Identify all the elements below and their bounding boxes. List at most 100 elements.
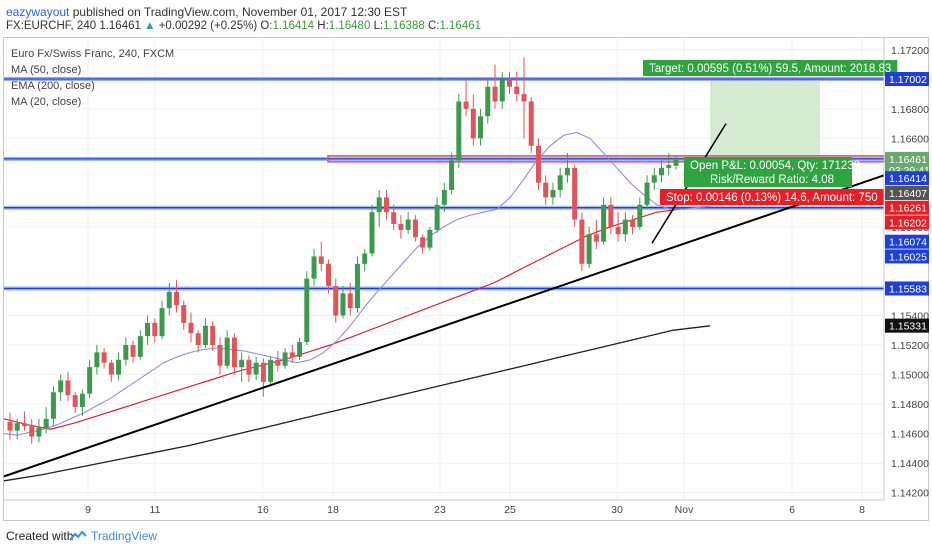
pnl-label: Open P&L: 0.00054, Qty: 171232	[690, 160, 860, 172]
price-tag: 1.17002	[889, 74, 927, 86]
price-tick: 1.15200	[891, 340, 929, 352]
candle-body	[449, 160, 455, 191]
chart-header: eazywayout published on TradingView.com,…	[0, 0, 932, 36]
price-tag-bg	[885, 200, 929, 215]
ma20-line	[3, 131, 711, 436]
candle-body	[304, 278, 310, 343]
candle-body	[231, 337, 237, 368]
candle-body	[405, 219, 411, 230]
candle-body	[21, 423, 27, 427]
time-tick: 6	[789, 504, 795, 516]
candle-body	[181, 305, 187, 323]
candle-body	[579, 219, 585, 264]
target-zone	[710, 79, 820, 167]
legend-ema200: EMA (200, close)	[11, 80, 95, 92]
time-tick: Nov	[675, 504, 694, 516]
candle-body	[659, 167, 665, 176]
time-axis: 9 11 16 18 23 25 30 Nov 6 8	[4, 499, 884, 516]
high-label: H:	[317, 20, 329, 32]
candle-body	[362, 253, 368, 264]
ma50-line	[3, 208, 681, 430]
candle-body	[608, 204, 614, 227]
legend-title: Euro Fx/Swiss Franc, 240, FXCM	[11, 48, 174, 60]
candle-body	[492, 86, 498, 102]
time-tick: 30	[611, 504, 623, 516]
candle-body	[528, 101, 534, 146]
candle-body	[101, 352, 107, 363]
candle-body	[174, 291, 179, 306]
candle-body	[354, 263, 360, 309]
price-tag: 1.16074	[889, 237, 927, 249]
target-label-bg	[643, 60, 898, 76]
candle-body	[514, 86, 520, 95]
candle-body	[673, 158, 679, 166]
candle-body	[535, 145, 541, 183]
candle-body	[108, 362, 114, 375]
price-tag: 1.16461	[889, 154, 927, 166]
open-label: O:	[260, 20, 273, 32]
change-arrow-icon: ▲	[144, 20, 156, 32]
candle-body	[50, 392, 56, 419]
price-tag: 1.16202	[889, 218, 927, 230]
candle-body	[224, 337, 230, 366]
candle-body	[427, 229, 433, 248]
legend-ma50: MA (50, close)	[11, 64, 81, 76]
close-value: 1.16461	[439, 20, 482, 32]
candle-body	[289, 352, 295, 357]
time-tick: 25	[504, 504, 516, 516]
candle-body	[65, 380, 71, 396]
stop-label-bg	[660, 189, 884, 205]
stop-label: Stop: 0.00146 (0.13%) 14.6, Amount: 750	[666, 192, 878, 204]
last-price: 1.16461	[99, 20, 141, 32]
price-tag: 1.15583	[889, 283, 927, 295]
candle-body	[369, 212, 375, 254]
candle-body	[195, 333, 201, 346]
candle-body	[420, 237, 426, 248]
price-tick: 1.14600	[891, 429, 929, 441]
author-link[interactable]: eazywayout	[6, 5, 70, 19]
candle-body	[123, 345, 129, 360]
candle-body	[601, 204, 607, 242]
close-label: C:	[427, 20, 440, 32]
candle-body	[188, 322, 194, 334]
candle-body	[311, 256, 317, 279]
price-tag-bg	[885, 151, 929, 166]
price-tag-bg	[885, 318, 929, 333]
candle-body	[550, 190, 556, 198]
candle-body	[318, 256, 324, 264]
candle-body	[275, 359, 281, 366]
ema200-line	[3, 325, 711, 482]
candle-body	[347, 293, 353, 309]
created-with: Created with	[6, 529, 74, 543]
candle-body	[622, 219, 628, 235]
tradingview-brand[interactable]: TradingView	[91, 529, 158, 543]
price-tag-bg	[885, 185, 929, 200]
time-tick: 16	[257, 504, 269, 516]
price-tag-bg	[885, 281, 929, 296]
price-tick: 1.14400	[891, 458, 929, 470]
change-value: +0.00292 (+0.25%)	[158, 20, 258, 32]
candle-body	[145, 322, 151, 337]
price-axis: 1.172001.168001.166001.160001.154001.152…	[883, 38, 930, 500]
candle-body	[557, 175, 563, 191]
trend-line-main	[3, 174, 885, 478]
candle-body	[260, 362, 266, 382]
price-tag-bg	[885, 234, 929, 249]
candle-body	[644, 182, 650, 205]
candle-body	[159, 308, 165, 337]
candle-body	[383, 197, 389, 213]
candles	[7, 57, 679, 444]
candle-body	[94, 352, 100, 368]
candle-body	[210, 325, 216, 346]
candle-body	[564, 167, 570, 176]
candle-body	[456, 101, 462, 161]
position-labels: Target: 0.00595 (0.51%) 59.5, Amount: 20…	[643, 60, 898, 205]
price-tick: 1.14200	[891, 488, 929, 500]
time-tick: 11	[150, 504, 161, 516]
candle-body	[478, 116, 484, 139]
price-tag: 1.16025	[889, 251, 927, 263]
candle-body	[239, 359, 245, 368]
indicator-lines	[3, 131, 711, 482]
candle-body	[268, 359, 274, 382]
